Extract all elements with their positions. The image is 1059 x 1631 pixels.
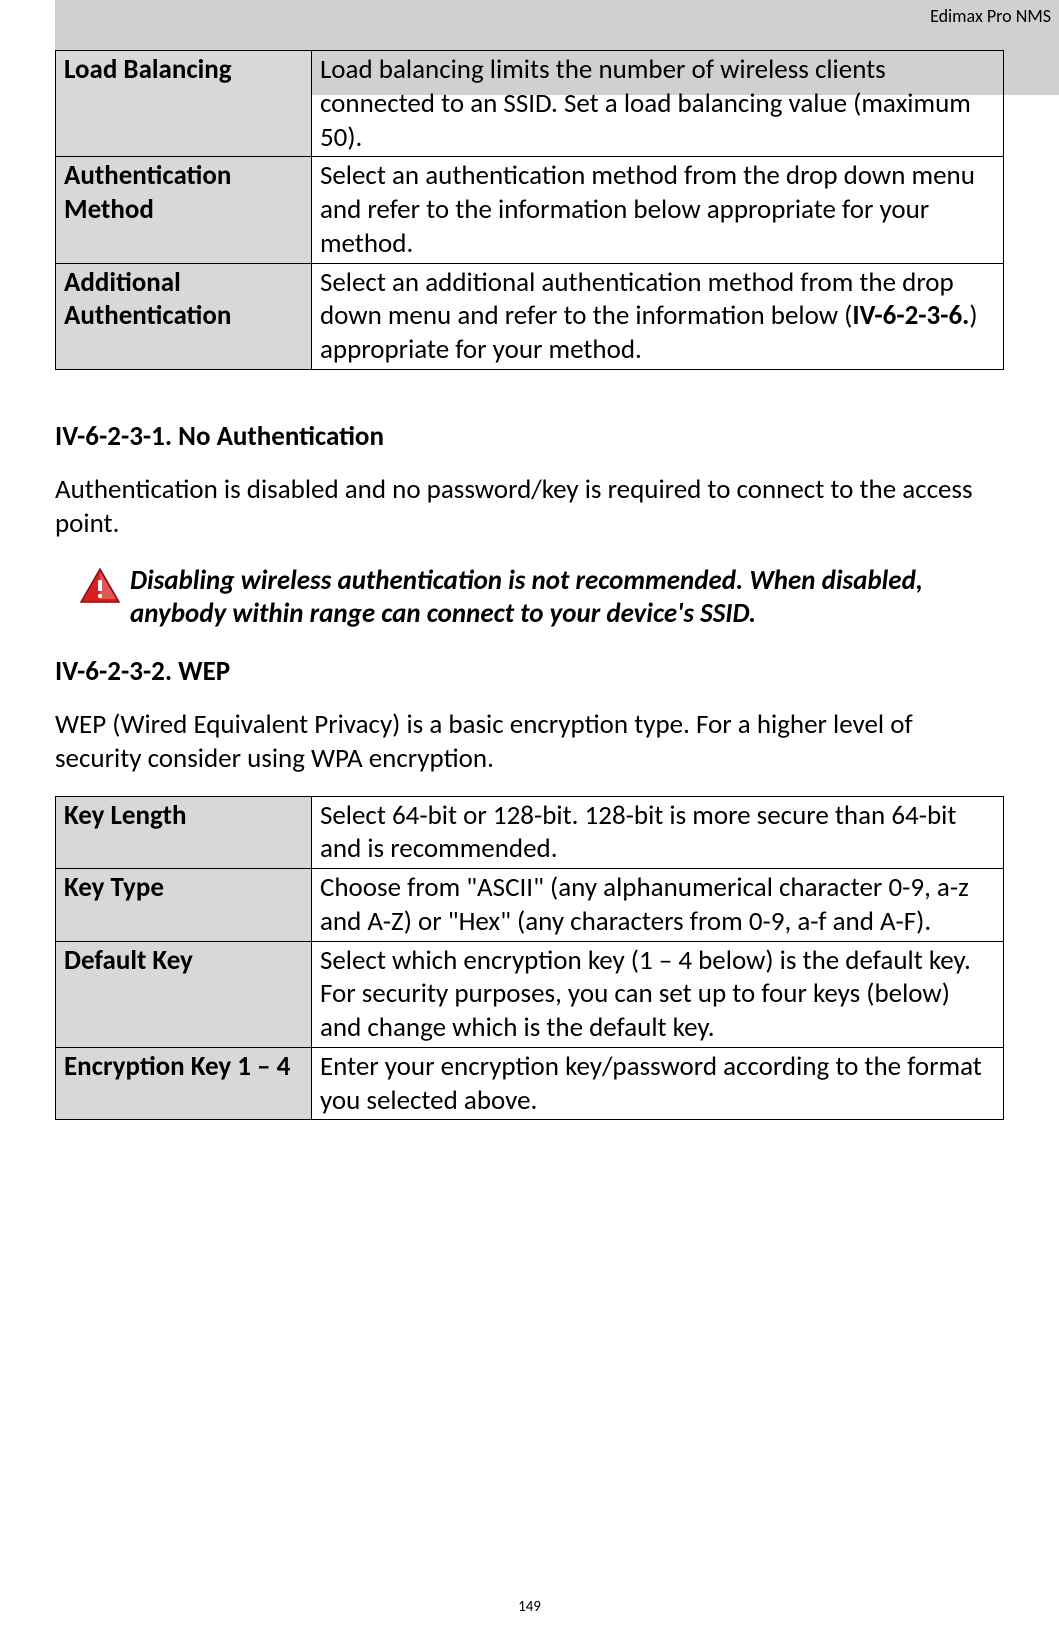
row-desc: Load balancing limits the number of wire… [311,51,1003,157]
row-label: Encryption Key 1 – 4 [56,1047,312,1120]
section-heading-wep: IV-6-2-3-2. WEP [55,655,1004,688]
row-desc: Select an additional authentication meth… [311,263,1003,369]
table-row: Key Type Choose from "ASCII" (any alphan… [56,869,1004,942]
row-label: Key Type [56,869,312,942]
page-number: 149 [518,1598,541,1616]
row-desc: Select which encryption key (1 – 4 below… [311,941,1003,1047]
table-row: Encryption Key 1 – 4 Enter your encrypti… [56,1047,1004,1120]
row-label: Additional Authentication [56,263,312,369]
section-body-no-auth: Authentication is disabled and no passwo… [55,473,1004,541]
desc-bold-ref: IV-6-2-3-6. [852,299,969,332]
wep-settings-table: Key Length Select 64-bit or 128-bit. 128… [55,796,1004,1121]
row-label: Load Balancing [56,51,312,157]
table-row: Authentication Method Select an authenti… [56,157,1004,263]
auth-settings-table: Load Balancing Load balancing limits the… [55,50,1004,370]
table-row: Additional Authentication Select an addi… [56,263,1004,369]
table-row: Default Key Select which encryption key … [56,941,1004,1047]
table-row: Key Length Select 64-bit or 128-bit. 128… [56,796,1004,869]
warning-block: Disabling wireless authentication is not… [80,565,1004,630]
section-heading-no-auth: IV-6-2-3-1. No Authentication [55,420,1004,453]
warning-text: Disabling wireless authentication is not… [130,565,974,630]
row-desc: Select an authentication method from the… [311,157,1003,263]
row-desc: Choose from "ASCII" (any alphanumerical … [311,869,1003,942]
row-label: Authentication Method [56,157,312,263]
row-desc: Enter your encryption key/password accor… [311,1047,1003,1120]
header-product-name: Edimax Pro NMS [930,5,1051,27]
warning-icon [80,568,120,604]
section-body-wep: WEP (Wired Equivalent Privacy) is a basi… [55,708,1004,776]
table-row: Load Balancing Load balancing limits the… [56,51,1004,157]
page-content: Load Balancing Load balancing limits the… [55,50,1004,1120]
row-label: Default Key [56,941,312,1047]
row-label: Key Length [56,796,312,869]
row-desc: Select 64-bit or 128-bit. 128-bit is mor… [311,796,1003,869]
